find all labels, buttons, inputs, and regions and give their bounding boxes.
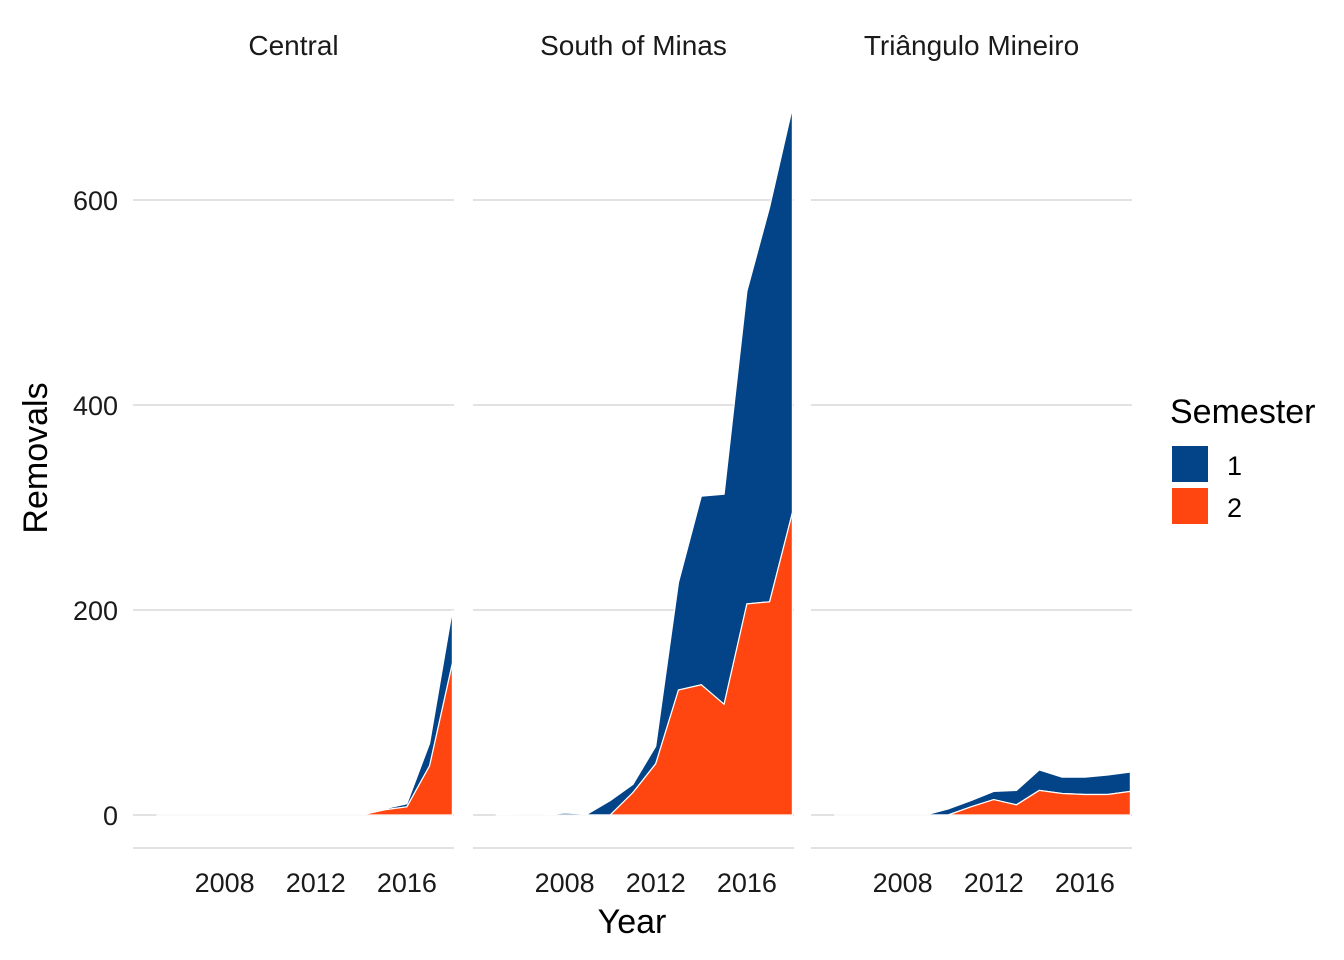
panel-0: Central (133, 30, 454, 849)
area-semester-2 (834, 789, 1131, 816)
x-tick-label: 2016 (377, 868, 437, 898)
panel-title: Triângulo Mineiro (864, 30, 1079, 61)
area-semester-1 (156, 609, 453, 816)
x-tick-label: 2008 (873, 868, 933, 898)
panel-title: South of Minas (540, 30, 727, 61)
panel-1: South of Minas (473, 30, 794, 849)
legend-swatch-1 (1172, 446, 1208, 482)
x-tick-label: 2016 (1055, 868, 1115, 898)
x-tick-label: 2008 (535, 868, 595, 898)
panel-2: Triângulo Mineiro (811, 30, 1132, 849)
legend-label-2: 2 (1227, 493, 1242, 523)
area-semester-2 (156, 663, 453, 816)
legend-label-1: 1 (1227, 451, 1242, 481)
x-tick-label: 2012 (286, 868, 346, 898)
y-tick-label: 0 (103, 801, 118, 831)
legend: Semester 1 2 (1170, 393, 1316, 524)
panel-title: Central (248, 30, 338, 61)
x-tick-label: 2012 (626, 868, 686, 898)
x-axis: 2008 2012 2016 2008 2012 2016 2008 2012 2016 (195, 868, 1115, 898)
x-tick-label: 2016 (717, 868, 777, 898)
y-axis: 0 200 400 600 (73, 186, 118, 831)
y-tick-label: 200 (73, 596, 118, 626)
x-axis-title: Year (598, 903, 667, 941)
y-tick-label: 600 (73, 186, 118, 216)
legend-title: Semester (1170, 393, 1316, 431)
y-tick-label: 400 (73, 391, 118, 421)
area-semester-2 (496, 512, 793, 816)
x-tick-label: 2008 (195, 868, 255, 898)
y-axis-title: Removals (17, 382, 55, 533)
panels: Central South of Minas Triângulo Mineiro (133, 30, 1132, 849)
legend-swatch-2 (1172, 488, 1208, 524)
x-tick-label: 2012 (964, 868, 1024, 898)
